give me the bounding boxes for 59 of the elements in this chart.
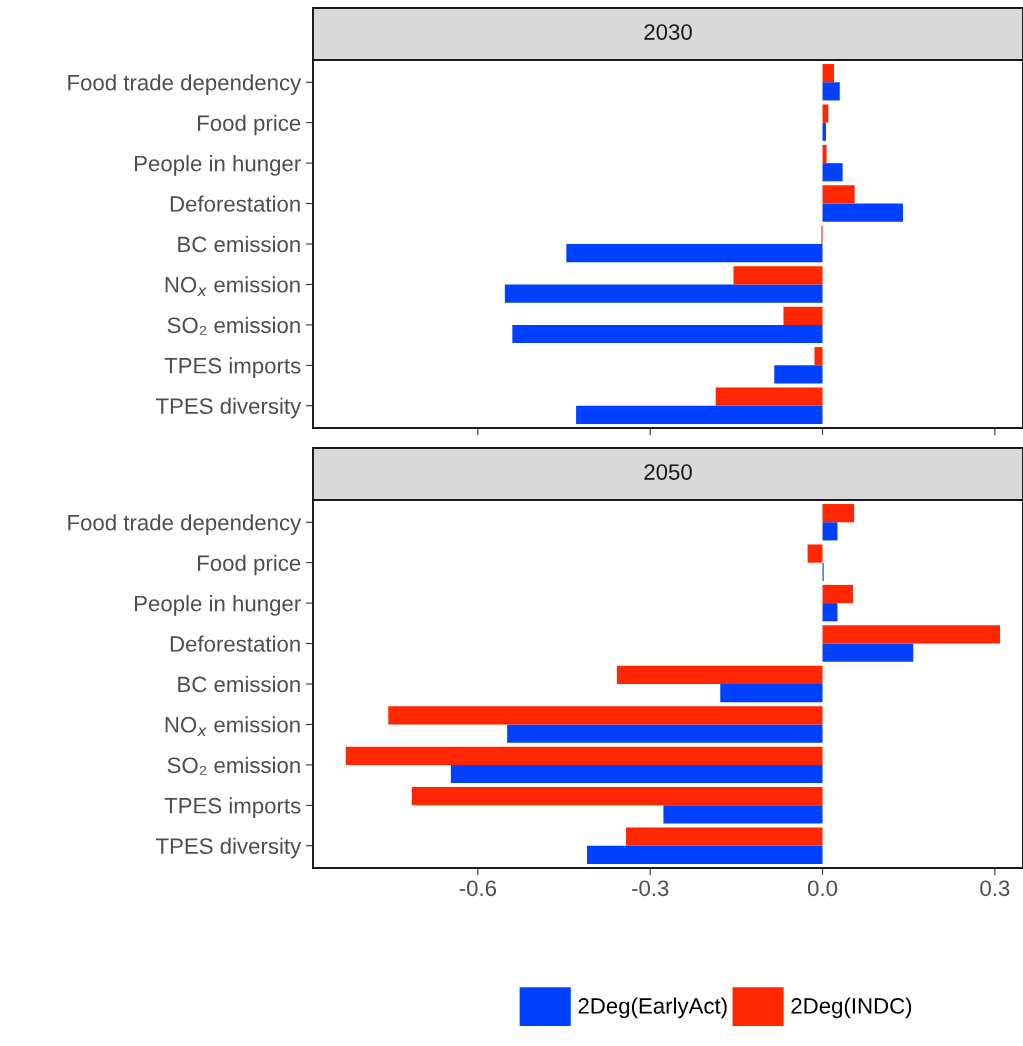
y-tick-label: SO₂ emission	[167, 756, 300, 775]
bar	[822, 625, 1001, 644]
bar	[822, 603, 838, 622]
bar	[345, 746, 823, 765]
bar	[663, 805, 823, 824]
bar	[822, 144, 827, 164]
bar	[388, 706, 823, 725]
bar	[626, 827, 823, 846]
bar	[504, 284, 823, 303]
x-tick-label: -0.3	[632, 880, 669, 897]
bar	[822, 163, 843, 182]
bar	[507, 724, 823, 743]
bar	[822, 104, 829, 123]
bar	[822, 522, 838, 541]
x-tick-label: 0.0	[807, 880, 838, 897]
bar	[822, 64, 835, 83]
y-tick-label: Food trade dependency	[68, 514, 302, 535]
y-tick-label: NO$_{x}$ emission	[165, 716, 300, 737]
bar	[450, 764, 823, 784]
y-tick-label: TPES diversity	[155, 397, 302, 419]
y-tick-label: SO₂ emission	[167, 316, 300, 335]
y-tick-label: People in hunger	[135, 155, 301, 176]
y-tick-label: TPES imports	[164, 357, 301, 378]
y-tick-label: NO$_{x}$ emission	[165, 276, 300, 297]
legend-label: 2Deg(EarlyAct)	[578, 997, 727, 1019]
y-tick-label: Deforestation	[170, 195, 300, 212]
y-tick-label: BC emission	[178, 235, 300, 253]
y-tick-label: BC emission	[178, 675, 300, 693]
legend-label: 2Deg(INDC)	[791, 997, 912, 1019]
y-tick-label: People in hunger	[135, 595, 301, 616]
bar	[720, 684, 823, 703]
bar	[822, 82, 840, 101]
bar	[512, 324, 823, 344]
bar	[822, 643, 914, 662]
y-tick-label: Food trade dependency	[68, 74, 302, 95]
x-tick-label: -0.6	[459, 880, 497, 897]
bar	[822, 504, 855, 523]
y-tick-label: Food price	[198, 554, 301, 576]
y-tick-label: TPES diversity	[155, 837, 302, 859]
bar	[814, 347, 823, 366]
bar	[715, 387, 823, 406]
bar	[587, 845, 823, 864]
bar	[822, 203, 903, 222]
bar	[822, 185, 855, 204]
bar	[807, 544, 823, 563]
y-tick-label: Food price	[198, 114, 301, 136]
bar	[783, 306, 823, 325]
bar	[411, 787, 823, 806]
bar	[566, 244, 823, 263]
bar	[616, 665, 823, 684]
bar	[774, 365, 823, 384]
x-tick-label: 0.3	[980, 880, 1010, 897]
y-tick-label: TPES imports	[164, 797, 301, 818]
y-tick-label: Deforestation	[170, 635, 300, 652]
bar	[822, 584, 853, 604]
chart-title: 2030	[644, 24, 692, 40]
chart-title: 2050	[644, 464, 692, 480]
bar	[733, 266, 823, 285]
bar	[576, 405, 823, 424]
